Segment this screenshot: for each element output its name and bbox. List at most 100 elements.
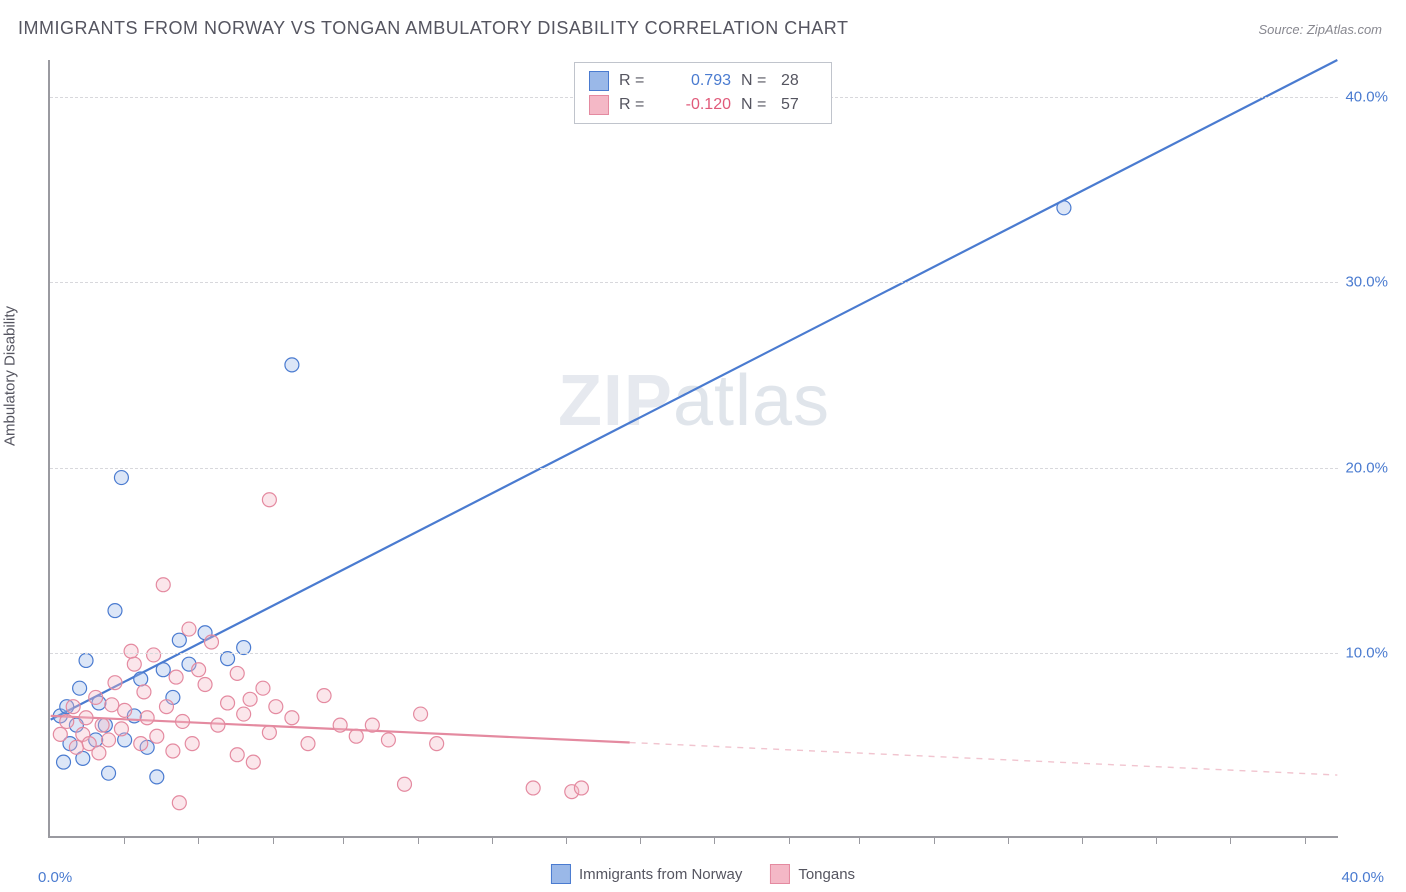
data-point [108, 604, 122, 618]
data-point [365, 718, 379, 732]
x-axis-tick-max: 40.0% [1341, 869, 1384, 886]
legend-r-value: 0.793 [659, 72, 731, 90]
data-point [237, 707, 251, 721]
source-attribution: Source: ZipAtlas.com [1258, 22, 1382, 37]
data-point [317, 689, 331, 703]
data-point [333, 718, 347, 732]
gridline [50, 653, 1338, 654]
legend-row: R =-0.120N =57 [589, 93, 817, 117]
y-axis-tick-label: 10.0% [1345, 644, 1388, 661]
data-point [66, 700, 80, 714]
chart-title: IMMIGRANTS FROM NORWAY VS TONGAN AMBULAT… [18, 18, 848, 39]
data-point [69, 740, 83, 754]
x-axis-tick [859, 836, 860, 844]
legend-n-label: N = [741, 72, 771, 90]
trend-line [51, 60, 1338, 720]
legend-row: R = 0.793 N = 28 [589, 69, 817, 93]
y-axis-tick-label: 30.0% [1345, 274, 1388, 291]
data-point [57, 755, 71, 769]
legend-correlation: R = 0.793 N = 28R = -0.120 N = 57 [574, 62, 832, 124]
data-point [198, 678, 212, 692]
x-axis-tick [1305, 836, 1306, 844]
data-point [262, 726, 276, 740]
data-point [430, 737, 444, 751]
legend-n-value: 28 [781, 72, 817, 90]
x-axis-tick [418, 836, 419, 844]
data-point [79, 711, 93, 725]
data-point [156, 663, 170, 677]
data-point [221, 696, 235, 710]
x-axis-tick [1230, 836, 1231, 844]
data-point [1057, 201, 1071, 215]
data-point [398, 777, 412, 791]
data-point [182, 622, 196, 636]
data-point [169, 670, 183, 684]
data-point [73, 681, 87, 695]
data-point [159, 700, 173, 714]
data-point [176, 714, 190, 728]
data-point [172, 796, 186, 810]
data-point [285, 358, 299, 372]
x-axis-tick [1082, 836, 1083, 844]
x-axis-tick [789, 836, 790, 844]
data-point [381, 733, 395, 747]
data-point [211, 718, 225, 732]
data-point [89, 690, 103, 704]
data-point [60, 714, 74, 728]
x-axis-tick [124, 836, 125, 844]
data-point [574, 781, 588, 795]
x-axis-tick [566, 836, 567, 844]
x-axis-tick [492, 836, 493, 844]
data-point [526, 781, 540, 795]
legend-n-value: 57 [781, 96, 817, 114]
legend-n-label: N = [741, 96, 771, 114]
data-point [150, 770, 164, 784]
data-point [114, 471, 128, 485]
data-point [137, 685, 151, 699]
x-axis-tick [934, 836, 935, 844]
chart-container: IMMIGRANTS FROM NORWAY VS TONGAN AMBULAT… [0, 0, 1406, 892]
data-point [102, 733, 116, 747]
y-axis-tick-label: 40.0% [1345, 89, 1388, 106]
legend-swatch [551, 864, 571, 884]
x-axis-tick [273, 836, 274, 844]
data-point [134, 737, 148, 751]
data-point [114, 722, 128, 736]
data-point [95, 718, 109, 732]
data-point [105, 698, 119, 712]
x-axis-tick [198, 836, 199, 844]
data-point [262, 493, 276, 507]
legend-series: Immigrants from Norway Tongans [551, 864, 855, 884]
data-point [102, 766, 116, 780]
data-point [246, 755, 260, 769]
x-axis-tick [640, 836, 641, 844]
x-axis-tick-0: 0.0% [38, 869, 72, 886]
legend-r-label: R = [619, 72, 649, 90]
x-axis-tick [1008, 836, 1009, 844]
gridline [50, 468, 1338, 469]
data-point [172, 633, 186, 647]
data-point [256, 681, 270, 695]
legend-r-value: -0.120 [659, 96, 731, 114]
data-point [243, 692, 257, 706]
data-point [140, 711, 154, 725]
legend-series-item: Tongans [770, 864, 855, 884]
legend-swatch [589, 71, 609, 91]
gridline [50, 282, 1338, 283]
data-point [92, 746, 106, 760]
data-point [301, 737, 315, 751]
y-axis-tick-label: 20.0% [1345, 459, 1388, 476]
legend-series-item: Immigrants from Norway [551, 864, 742, 884]
legend-swatch [589, 95, 609, 115]
legend-series-label: Immigrants from Norway [579, 866, 742, 883]
legend-series-label: Tongans [798, 866, 855, 883]
data-point [118, 703, 132, 717]
data-point [150, 729, 164, 743]
x-axis-tick [343, 836, 344, 844]
plot-svg [50, 60, 1338, 836]
plot-area: ZIPatlas [48, 60, 1338, 838]
data-point [127, 657, 141, 671]
y-axis-label: Ambulatory Disability [2, 306, 19, 446]
data-point [230, 748, 244, 762]
data-point [185, 737, 199, 751]
